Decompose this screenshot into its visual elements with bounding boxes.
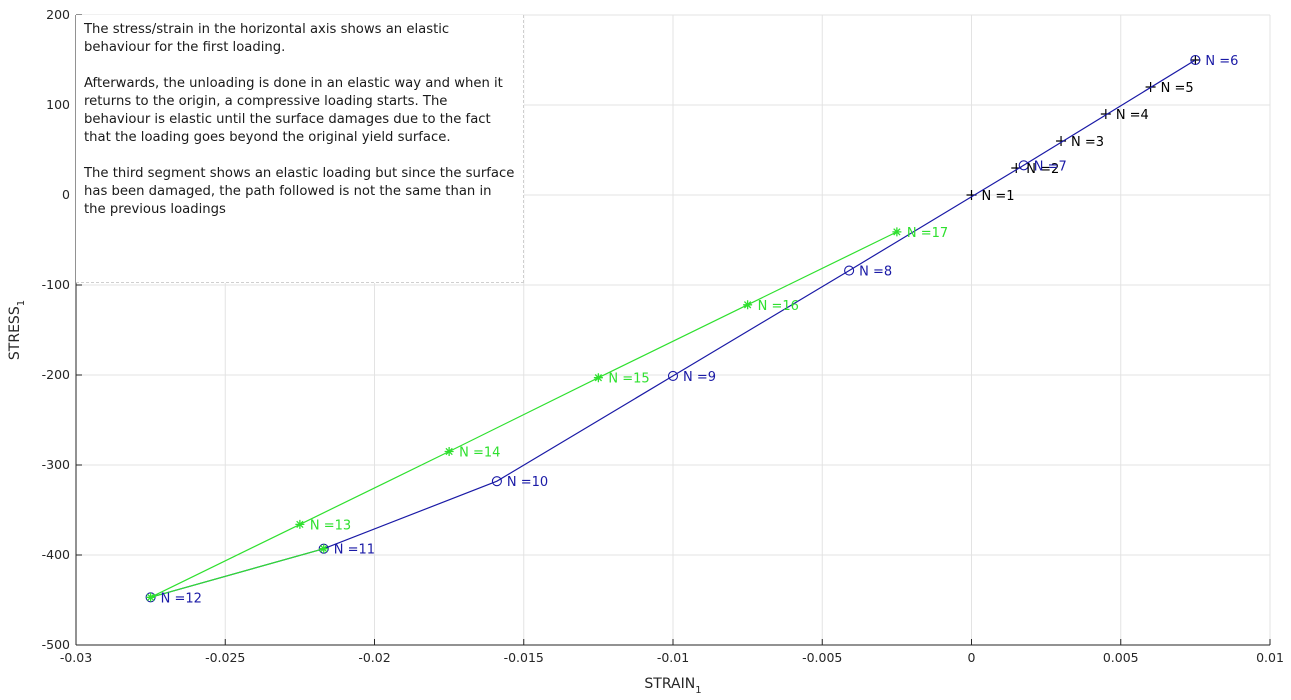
- asterisk-marker: [892, 227, 902, 237]
- asterisk-marker: [319, 544, 329, 554]
- circle-marker: [1018, 160, 1029, 171]
- asterisk-marker: [295, 519, 305, 529]
- x-tick-label: -0.02: [358, 650, 390, 665]
- point-label: N =5: [1161, 81, 1194, 96]
- series-3: [146, 227, 902, 602]
- point-label: N =13: [310, 518, 351, 533]
- point-label: N =3: [1071, 135, 1104, 150]
- series-layer: [145, 54, 1201, 603]
- x-axis-label-sub: 1: [695, 685, 701, 696]
- annotation-paragraph-1: The stress/strain in the horizontal axis…: [84, 22, 450, 55]
- circle-marker: [1190, 54, 1201, 66]
- asterisk-marker: [743, 300, 753, 310]
- y-axis-label-sub: 1: [16, 300, 27, 306]
- y-tick-label: 200: [46, 7, 70, 22]
- point-label: N =12: [161, 591, 202, 606]
- asterisk-marker: [593, 373, 603, 383]
- x-tick-label: -0.015: [504, 650, 544, 665]
- y-tick-label: -300: [42, 457, 70, 472]
- point-labels: N =1 N =2 N =3 N =4 N =5 N =6 N =7 N =8 N =9 N =1…: [161, 54, 1239, 606]
- point-label: N =6: [1205, 54, 1238, 69]
- annotation-paragraph-3: The third segment shows an elastic loadi…: [84, 166, 515, 217]
- y-tick-label: 0: [62, 187, 70, 202]
- point-label: N =1: [982, 189, 1015, 204]
- y-tick-label: -200: [42, 367, 70, 382]
- point-label: N =15: [608, 372, 649, 387]
- x-tick-label: -0.01: [657, 650, 689, 665]
- point-label: N =17: [907, 226, 948, 241]
- x-axis-label-main: STRAIN: [644, 676, 695, 692]
- point-label: N =8: [859, 265, 892, 280]
- point-label: N =9: [683, 370, 716, 385]
- asterisk-marker: [146, 592, 156, 602]
- x-tick-label: 0: [968, 650, 976, 665]
- annotation-paragraph-2: Afterwards, the unloading is done in an …: [84, 76, 503, 145]
- x-tick-label: 0.01: [1256, 650, 1284, 665]
- plus-marker: [1100, 109, 1111, 119]
- grid-lines: [75, 14, 1271, 646]
- y-tick-label: 100: [46, 97, 70, 112]
- point-label: N =7: [1034, 159, 1067, 174]
- y-tick-label: -100: [42, 277, 70, 292]
- asterisk-marker: [444, 447, 454, 456]
- y-tick-label: -500: [42, 637, 70, 652]
- y-tick-label: -400: [42, 547, 70, 562]
- y-axis-label: STRESS1: [7, 300, 27, 360]
- point-label: N =10: [507, 475, 548, 490]
- y-axis-label-main: STRESS: [7, 306, 23, 360]
- annotation-textbox: The stress/strain in the horizontal axis…: [76, 15, 524, 283]
- x-axis-label: STRAIN1: [644, 676, 701, 696]
- point-label: N =11: [334, 543, 375, 558]
- circle-marker: [844, 265, 855, 276]
- x-tick-label: -0.025: [205, 650, 245, 665]
- x-tick-label: -0.005: [802, 650, 842, 665]
- point-label: N =2: [1026, 162, 1059, 177]
- circle-marker: [491, 476, 502, 487]
- x-tick-label: -0.03: [60, 650, 92, 665]
- x-tick-label: 0.005: [1103, 650, 1139, 665]
- point-label: N =14: [459, 446, 500, 461]
- point-label: N =4: [1116, 108, 1149, 123]
- point-label: N =16: [758, 299, 799, 314]
- circle-marker: [667, 370, 679, 381]
